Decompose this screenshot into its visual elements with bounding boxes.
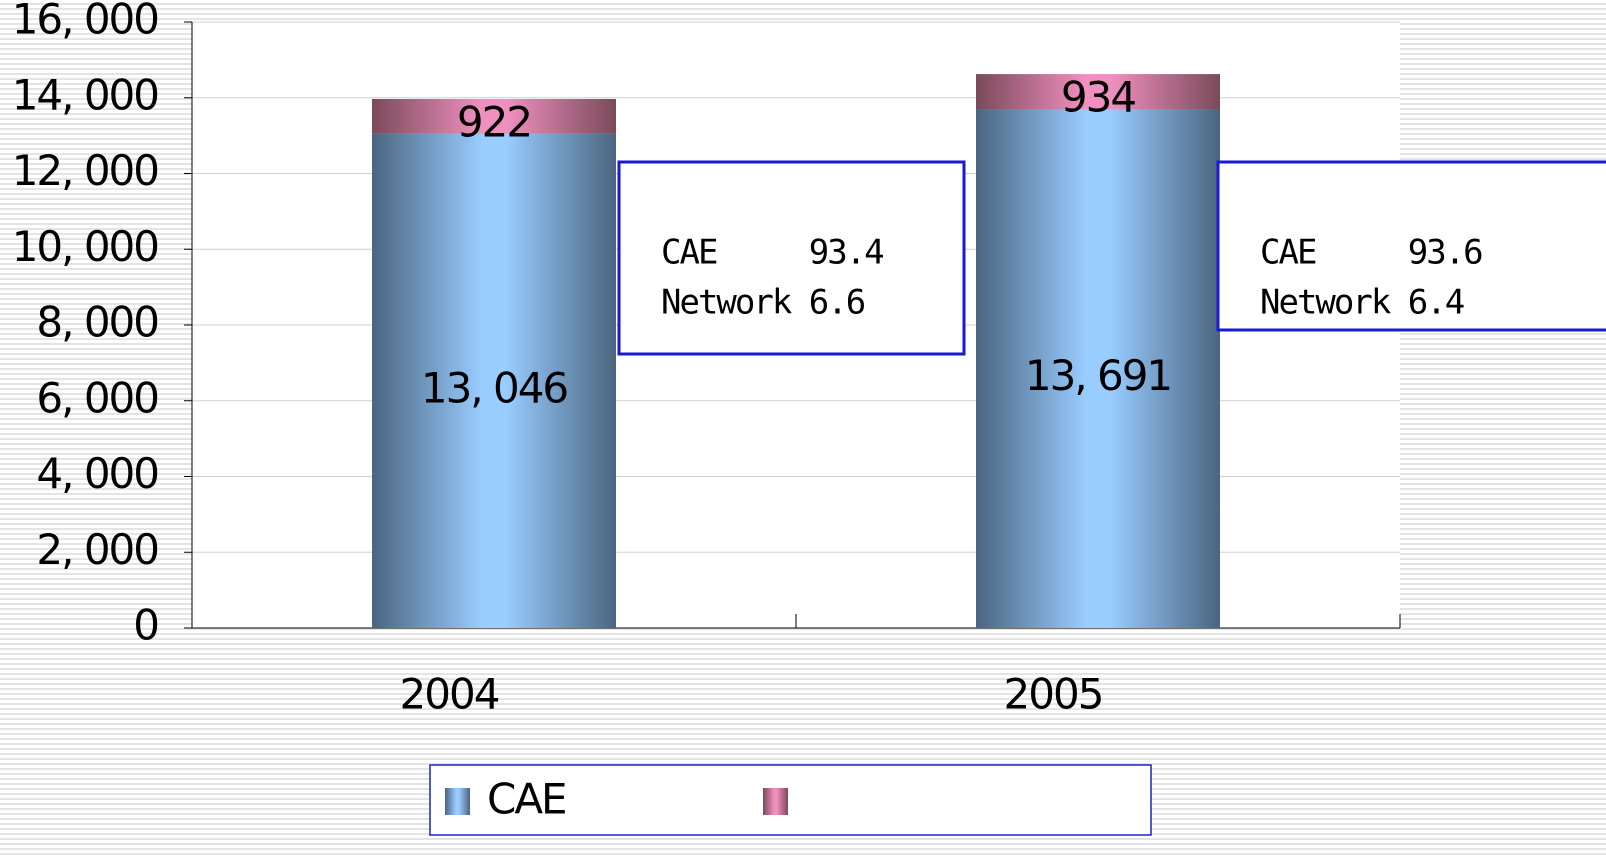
bar-segment xyxy=(372,98,616,134)
value-label: 922 xyxy=(457,97,531,146)
annotation-text: CAE 93.6 xyxy=(1260,233,1482,273)
value-label: 13, 691 xyxy=(1025,351,1171,400)
legend-swatch xyxy=(445,788,470,815)
annotation-box xyxy=(617,160,966,356)
bar-segment xyxy=(372,133,616,628)
x-tick-label: 2005 xyxy=(1004,670,1103,719)
y-tick-label: 2, 000 xyxy=(36,525,158,574)
legend-swatch xyxy=(763,788,788,815)
y-tick-label: 0 xyxy=(133,601,158,650)
legend-box xyxy=(429,764,1152,836)
y-tick-label: 10, 000 xyxy=(12,222,158,271)
annotation-text: Network 6.6 xyxy=(661,283,865,323)
y-tick-label: 4, 000 xyxy=(36,449,158,498)
value-label: 934 xyxy=(1061,73,1135,122)
legend: CAE xyxy=(429,764,1152,836)
y-tick-label: 6, 000 xyxy=(36,373,158,422)
y-tick-label: 14, 000 xyxy=(12,70,158,119)
x-tick-label: 2004 xyxy=(400,670,499,719)
y-tick-label: 8, 000 xyxy=(36,298,158,347)
value-label: 13, 046 xyxy=(421,363,568,412)
annotation-text: CAE 93.4 xyxy=(661,233,883,273)
y-tick-label: 12, 000 xyxy=(12,146,158,195)
annotation-box xyxy=(1216,160,1606,332)
bar-segment xyxy=(976,109,1220,629)
bar-segment xyxy=(976,74,1220,110)
legend-label: CAE xyxy=(487,775,566,824)
annotation-text: Network 6.4 xyxy=(1260,283,1464,323)
y-tick-label: 16, 000 xyxy=(12,0,158,44)
